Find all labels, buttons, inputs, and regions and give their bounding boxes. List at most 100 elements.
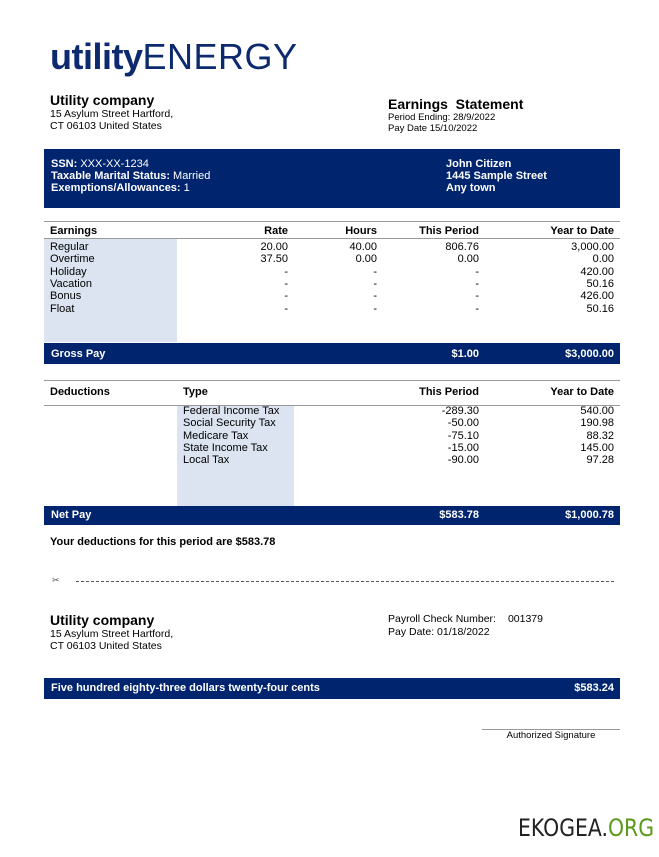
earnings-header: Earnings bbox=[50, 225, 98, 237]
rate-header: Rate bbox=[264, 225, 288, 237]
earning-ytd: 420.00 bbox=[580, 265, 614, 278]
earning-hours: - bbox=[373, 265, 377, 278]
net-pay-label: Net Pay bbox=[51, 509, 92, 521]
check-company-name: Utility company bbox=[50, 612, 155, 628]
signature-label: Authorized Signature bbox=[506, 730, 596, 741]
earning-hours: 0.00 bbox=[355, 253, 377, 266]
deduction-type: Social Security Tax bbox=[183, 417, 276, 430]
earning-rate: 20.00 bbox=[260, 241, 288, 253]
check-company-info: Utility company 15 Asylum Street Hartfor… bbox=[50, 612, 173, 652]
deduction-ytd: 145.00 bbox=[580, 441, 614, 454]
deduction-this-period: -15.00 bbox=[447, 441, 479, 454]
check-number-row: Payroll Check Number: 001379 bbox=[388, 613, 543, 626]
statement-header: Earnings Statement Period Ending: 28/9/2… bbox=[388, 96, 523, 134]
employee-name: John Citizen bbox=[446, 158, 512, 170]
deduction-type: Local Tax bbox=[183, 454, 230, 467]
deduction-type: State Income Tax bbox=[183, 441, 268, 454]
deductions-shade bbox=[177, 406, 294, 506]
earning-rate: 37.50 bbox=[260, 253, 288, 266]
company-address-1: 15 Asylum Street Hartford, bbox=[50, 108, 174, 120]
earning-label: Overtime bbox=[50, 253, 95, 266]
check-amount-band: Five hundred eighty-three dollars twenty… bbox=[44, 678, 620, 699]
gross-pay-ytd: $3,000.00 bbox=[565, 348, 614, 360]
deduction-ytd: 88.32 bbox=[586, 429, 614, 442]
amount-in-words: Five hundred eighty-three dollars twenty… bbox=[51, 682, 320, 694]
check-number: 001379 bbox=[507, 613, 543, 625]
exemptions: Exemptions/Allowances: 1 bbox=[51, 182, 190, 194]
ded-ytd-header: Year to Date bbox=[550, 386, 614, 398]
marital-status: Taxable Marital Status: Married bbox=[51, 170, 211, 182]
earning-this-period: - bbox=[475, 265, 479, 278]
ytd-header: Year to Date bbox=[550, 225, 614, 237]
deduction-this-period: -75.10 bbox=[447, 429, 479, 442]
earning-label: Float bbox=[50, 302, 75, 315]
check-company-address-1: 15 Asylum Street Hartford, bbox=[50, 628, 174, 640]
employee-street: 1445 Sample Street bbox=[446, 170, 547, 182]
earning-rate: - bbox=[284, 290, 288, 303]
deduction-ytd: 97.28 bbox=[586, 454, 614, 467]
deduction-this-period: -50.00 bbox=[447, 417, 479, 430]
deduction-this-period: -289.30 bbox=[441, 405, 479, 417]
scissors-icon: ✂ bbox=[52, 575, 60, 585]
watermark: EKOGEA.ORG bbox=[518, 814, 655, 842]
deduction-ytd: 190.98 bbox=[580, 417, 614, 430]
gross-pay-label: Gross Pay bbox=[51, 348, 106, 360]
company-info: Utility company 15 Asylum Street Hartfor… bbox=[50, 92, 173, 132]
employee-band: SSN: XXX-XX-1234 Taxable Marital Status:… bbox=[44, 149, 620, 208]
deduction-this-period: -90.00 bbox=[447, 454, 479, 467]
company-logo: utilityENERGY bbox=[50, 36, 298, 77]
net-pay-period: $583.78 bbox=[439, 509, 479, 521]
company-name: Utility company bbox=[50, 92, 155, 108]
earning-rate: - bbox=[284, 277, 288, 290]
deduction-ytd: 540.00 bbox=[580, 405, 614, 417]
ded-this-period-header: This Period bbox=[419, 386, 479, 398]
check-info: Payroll Check Number: 001379 Pay Date: 0… bbox=[388, 613, 543, 639]
pay-date: Pay Date 15/10/2022 bbox=[388, 123, 478, 134]
earning-ytd: 50.16 bbox=[586, 277, 614, 290]
earning-hours: 40.00 bbox=[349, 241, 377, 253]
ssn: SSN: XXX-XX-1234 bbox=[51, 158, 149, 170]
period-ending: Period Ending: 28/9/2022 bbox=[388, 112, 496, 123]
earning-rate: - bbox=[284, 265, 288, 278]
earning-hours: - bbox=[373, 290, 377, 303]
statement-title: Earnings Statement bbox=[388, 96, 524, 112]
earning-ytd: 426.00 bbox=[580, 290, 614, 303]
earning-label: Bonus bbox=[50, 290, 82, 303]
divider bbox=[44, 221, 620, 222]
earning-hours: - bbox=[373, 277, 377, 290]
this-period-header: This Period bbox=[419, 225, 479, 237]
employee-town: Any town bbox=[446, 182, 496, 194]
earning-this-period: - bbox=[475, 277, 479, 290]
signature-line bbox=[482, 729, 620, 730]
company-address-2: CT 06103 United States bbox=[50, 120, 162, 132]
divider bbox=[44, 405, 620, 406]
earning-hours: - bbox=[373, 302, 377, 315]
earning-ytd: 3,000.00 bbox=[571, 241, 614, 253]
earnings-shade bbox=[44, 239, 177, 342]
earning-ytd: 0.00 bbox=[592, 253, 614, 266]
check-pay-date: Pay Date: 01/18/2022 bbox=[388, 626, 490, 638]
divider bbox=[44, 238, 620, 239]
deductions-summary: Your deductions for this period are $583… bbox=[50, 536, 276, 548]
deduction-type: Federal Income Tax bbox=[183, 405, 280, 417]
type-header: Type bbox=[183, 386, 208, 398]
net-pay-ytd: $1,000.78 bbox=[565, 509, 614, 521]
earning-label: Regular bbox=[50, 241, 89, 253]
earning-this-period: 806.76 bbox=[445, 241, 479, 253]
earning-label: Vacation bbox=[50, 277, 92, 290]
check-company-address-2: CT 06103 United States bbox=[50, 640, 162, 652]
deductions-header: Deductions bbox=[50, 386, 110, 398]
earning-rate: - bbox=[284, 302, 288, 315]
deduction-type: Medicare Tax bbox=[183, 429, 249, 442]
gross-pay-period: $1.00 bbox=[451, 348, 479, 360]
earning-label: Holiday bbox=[50, 265, 87, 278]
earning-ytd: 50.16 bbox=[586, 302, 614, 315]
cut-line bbox=[76, 581, 614, 582]
net-pay-band: Net Pay $583.78 $1,000.78 bbox=[44, 506, 620, 525]
check-amount: $583.24 bbox=[574, 682, 614, 694]
earning-this-period: - bbox=[475, 290, 479, 303]
check-number-label: Payroll Check Number: bbox=[388, 613, 496, 625]
divider bbox=[44, 380, 620, 381]
hours-header: Hours bbox=[345, 225, 377, 237]
earning-this-period: 0.00 bbox=[457, 253, 479, 266]
